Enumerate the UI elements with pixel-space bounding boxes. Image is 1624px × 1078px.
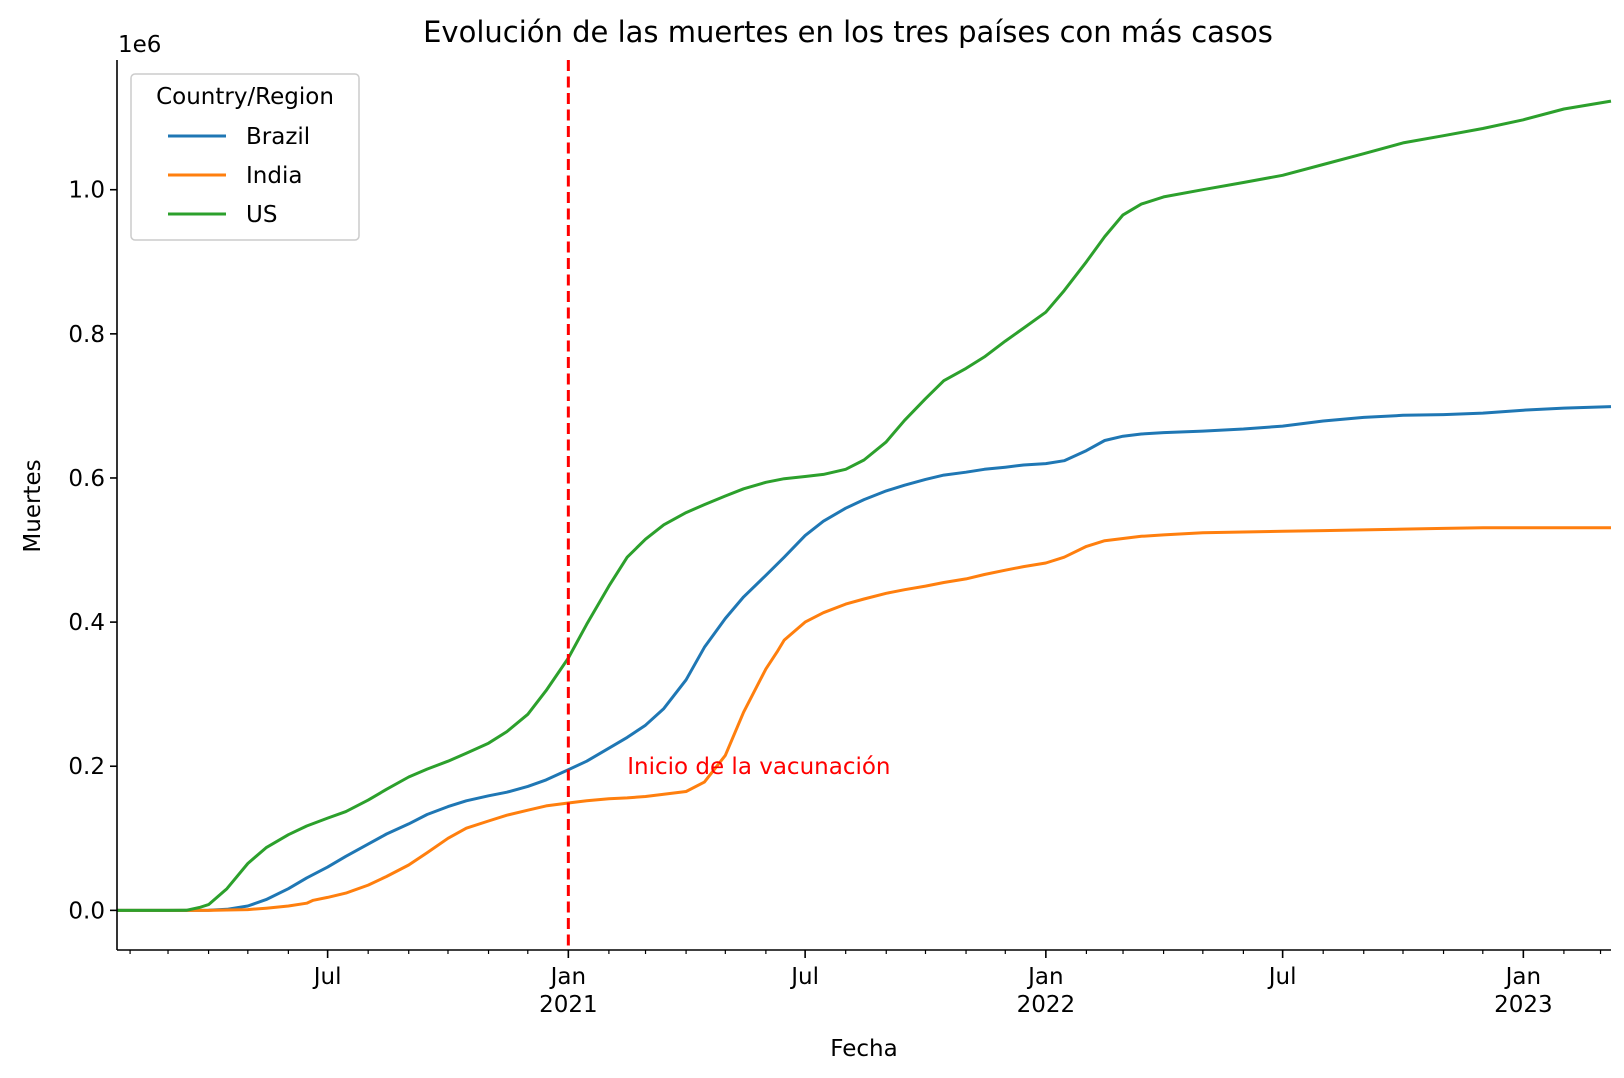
series-line-brazil: [117, 405, 1612, 912]
chart-title: Evolución de las muertes en los tres paí…: [423, 15, 1273, 49]
x-axis-label: Fecha: [830, 1036, 897, 1062]
y-axis-label: Muertes: [20, 459, 46, 552]
vaccination-annotation: Inicio de la vacunación: [627, 754, 890, 780]
series-line-india: [117, 526, 1611, 912]
y-tick-label: 0.2: [68, 754, 105, 780]
y-tick-label: 0.6: [68, 466, 105, 492]
y-tick-label: 0.8: [68, 322, 105, 348]
x-tick-label: Jan: [549, 964, 586, 990]
legend-label-india: India: [246, 163, 302, 189]
x-tick-label: Jul: [1267, 964, 1297, 990]
y-tick-label: 1.0: [68, 178, 105, 204]
x-tick-year-label: 2023: [1494, 992, 1553, 1018]
x-tick-label: Jul: [789, 964, 819, 990]
y-axis-ticks: 0.0 0.2 0.4 0.6 0.8 1.0: [68, 178, 117, 924]
x-tick-label: Jan: [1026, 964, 1063, 990]
series-layer: [117, 99, 1612, 912]
legend-label-us: US: [246, 202, 277, 228]
y-axis-offset-label: 1e6: [118, 32, 161, 58]
legend-items: Brazil India US: [168, 124, 310, 228]
legend-box: [130, 73, 360, 241]
y-tick-label: 0.4: [68, 610, 105, 636]
x-tick-label: Jan: [1504, 964, 1541, 990]
legend-title: Country/Region: [156, 84, 334, 110]
legend: Country/Region Brazil India US: [130, 73, 360, 241]
series-line-us: [117, 99, 1612, 912]
legend-label-brazil: Brazil: [246, 124, 310, 150]
plot-area: Inicio de la vacunación: [117, 60, 1612, 950]
y-tick-label: 0.0: [68, 898, 105, 924]
x-tick-year-label: 2022: [1017, 992, 1076, 1018]
x-tick-year-label: 2021: [539, 992, 598, 1018]
x-tick-label: Jul: [312, 964, 342, 990]
